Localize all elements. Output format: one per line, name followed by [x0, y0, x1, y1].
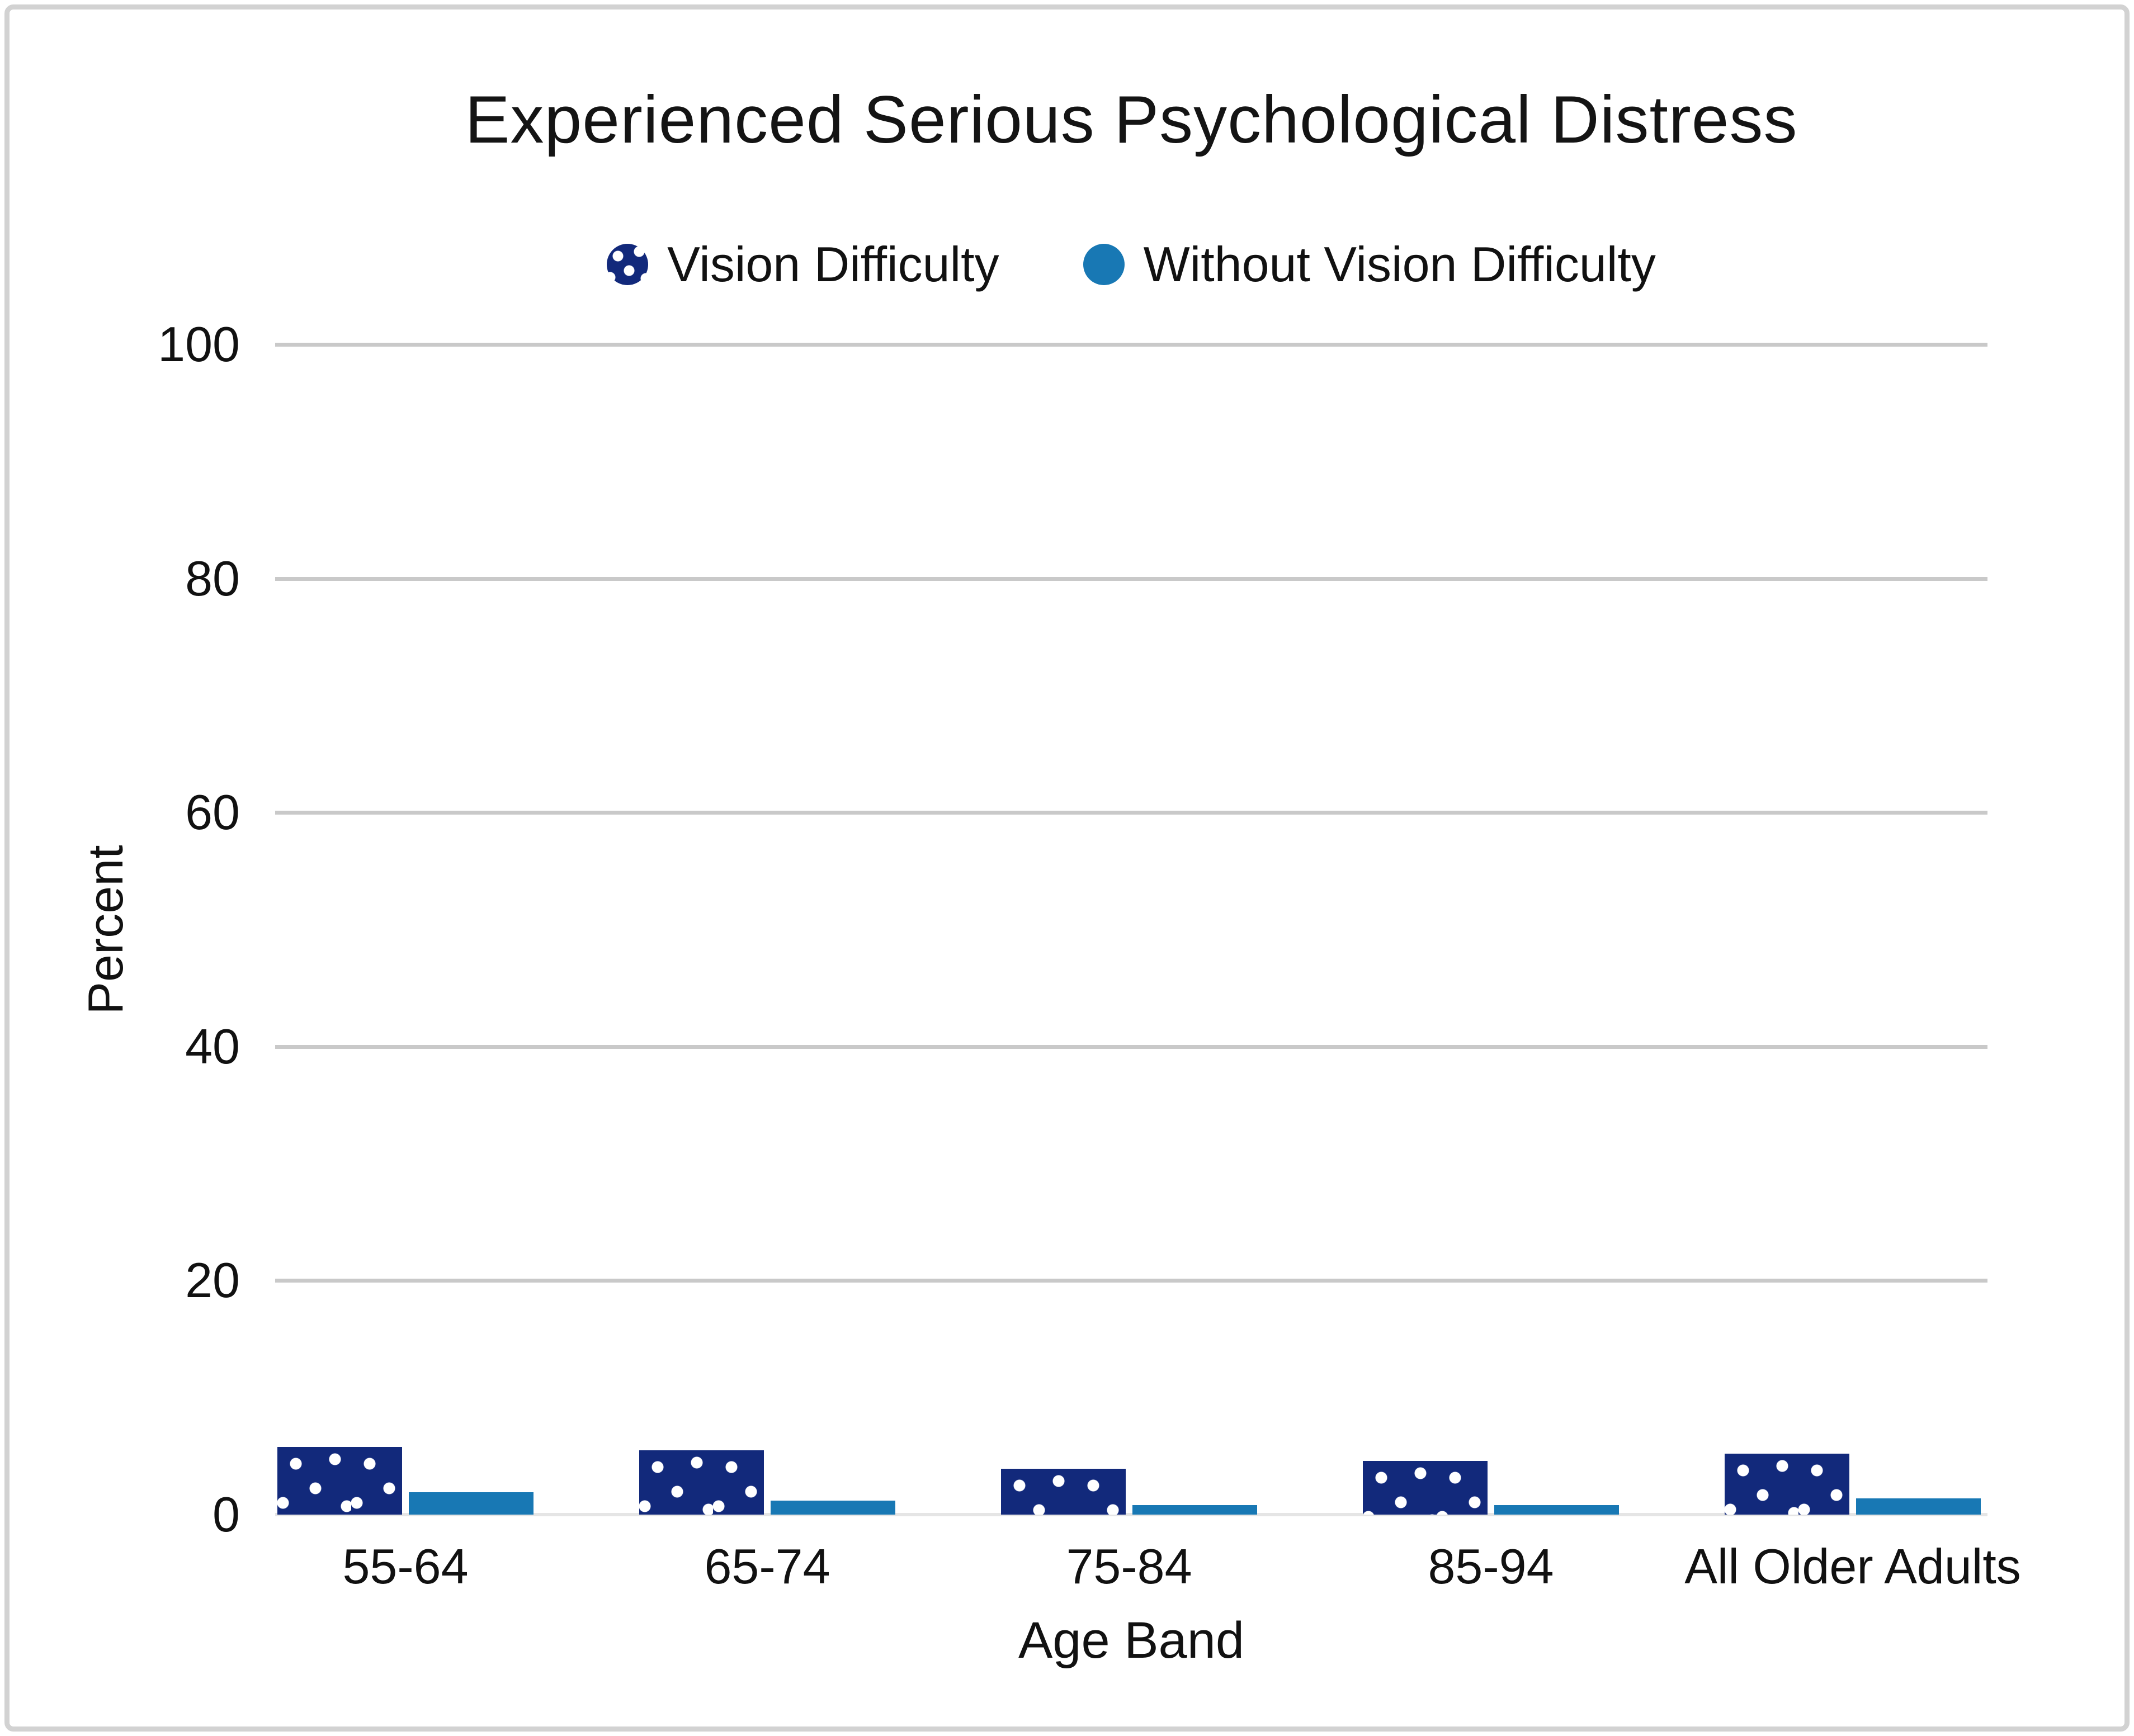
chart-card: Experienced Serious Psychological Distre…	[4, 4, 2130, 1732]
legend: Vision Difficulty Without Vision Difficu…	[275, 240, 1987, 289]
legend-label: Without Vision Difficulty	[1143, 236, 1656, 292]
chart-title: Experienced Serious Psychological Distre…	[465, 82, 1798, 157]
bar-without-vision-difficulty-65-74[interactable]	[771, 1500, 895, 1515]
gridline-0	[275, 1513, 1987, 1516]
legend-item-without-vision-difficulty[interactable]: Without Vision Difficulty	[1083, 240, 1656, 289]
bar-without-vision-difficulty-All Older Adults[interactable]	[1856, 1498, 1981, 1515]
x-tick-label-All Older Adults: All Older Adults	[1684, 1539, 2021, 1594]
x-tick-label-55-64: 55-64	[342, 1539, 469, 1594]
y-tick-label-80: 80	[185, 550, 240, 606]
x-tick-label-85-94: 85-94	[1428, 1539, 1554, 1594]
x-axis-title: Age Band	[1018, 1612, 1245, 1669]
y-tick-label-100: 100	[158, 316, 240, 372]
without-vision-difficulty-swatch-icon	[1083, 244, 1125, 285]
vision-difficulty-swatch-icon	[607, 244, 649, 285]
x-tick-label-65-74: 65-74	[704, 1539, 830, 1594]
bar-vision-difficulty-65-74[interactable]	[639, 1450, 764, 1515]
y-axis-title: Percent	[78, 845, 133, 1015]
y-tick-label-20: 20	[185, 1252, 240, 1308]
y-tick-label-40: 40	[185, 1018, 240, 1074]
gridline-40	[275, 1044, 1987, 1049]
x-tick-label-75-84: 75-84	[1066, 1539, 1192, 1594]
bar-vision-difficulty-75-84[interactable]	[1001, 1469, 1126, 1515]
bar-without-vision-difficulty-75-84[interactable]	[1132, 1505, 1257, 1515]
gridline-100	[275, 343, 1987, 347]
bar-vision-difficulty-55-64[interactable]	[277, 1446, 402, 1515]
gridline-80	[275, 576, 1987, 581]
bar-without-vision-difficulty-85-94[interactable]	[1494, 1505, 1619, 1515]
legend-item-vision-difficulty[interactable]: Vision Difficulty	[607, 240, 999, 289]
legend-label: Vision Difficulty	[667, 236, 999, 292]
bar-vision-difficulty-All Older Adults[interactable]	[1725, 1454, 1849, 1515]
gridline-20	[275, 1279, 1987, 1283]
gridline-60	[275, 811, 1987, 815]
bar-without-vision-difficulty-55-64[interactable]	[409, 1492, 534, 1515]
y-tick-label-0: 0	[213, 1487, 240, 1542]
bar-vision-difficulty-85-94[interactable]	[1363, 1460, 1488, 1515]
y-tick-label-60: 60	[185, 784, 240, 840]
